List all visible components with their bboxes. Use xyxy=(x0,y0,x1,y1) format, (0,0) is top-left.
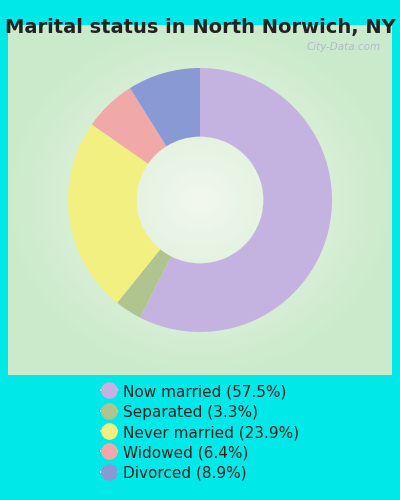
Text: City-Data.com: City-Data.com xyxy=(306,42,380,52)
Wedge shape xyxy=(92,88,166,164)
Wedge shape xyxy=(68,124,160,303)
Wedge shape xyxy=(140,68,332,332)
Wedge shape xyxy=(130,68,200,146)
Wedge shape xyxy=(117,250,171,318)
Legend: Now married (57.5%), Separated (3.3%), Never married (23.9%), Widowed (6.4%), Di: Now married (57.5%), Separated (3.3%), N… xyxy=(101,384,299,481)
Text: Marital status in North Norwich, NY: Marital status in North Norwich, NY xyxy=(5,18,395,36)
